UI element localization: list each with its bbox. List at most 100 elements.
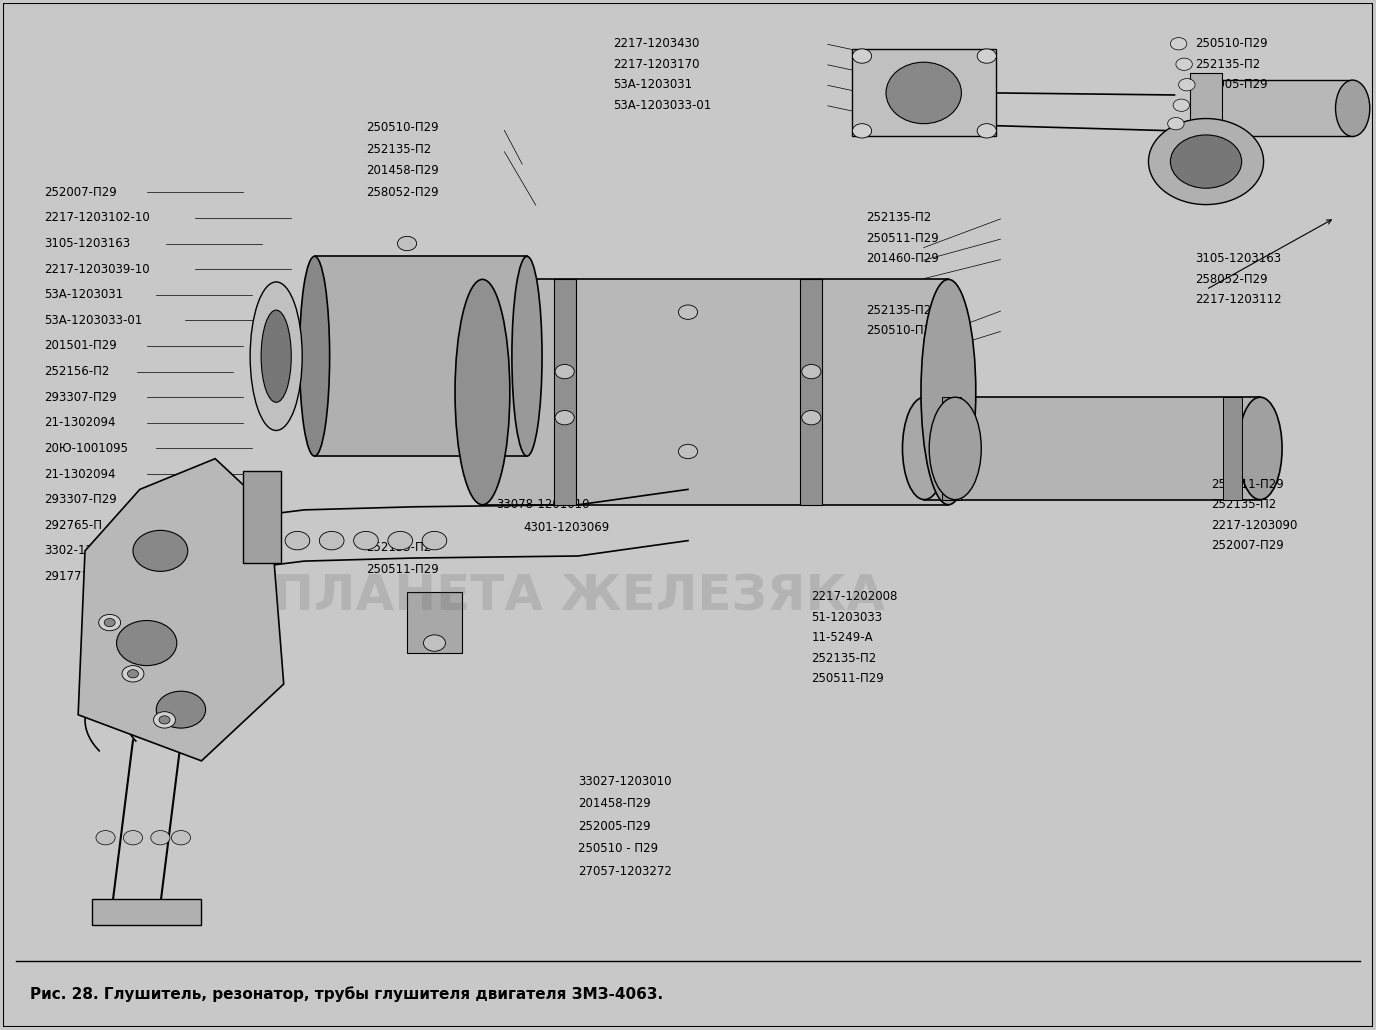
Ellipse shape [886, 62, 962, 124]
Circle shape [398, 236, 417, 250]
Circle shape [124, 830, 143, 845]
Text: 2217-1203102-10: 2217-1203102-10 [44, 211, 150, 225]
Text: 2217-1203170: 2217-1203170 [612, 58, 699, 71]
Text: 250510-П29: 250510-П29 [366, 122, 439, 134]
Bar [925, 398, 1260, 500]
Circle shape [133, 530, 187, 572]
Text: 252135-П2: 252135-П2 [866, 211, 932, 225]
Circle shape [1179, 78, 1196, 91]
Bar [1196, 79, 1353, 136]
Circle shape [388, 531, 413, 550]
Text: 250510 - П29: 250510 - П29 [578, 843, 659, 856]
Circle shape [853, 48, 871, 63]
Text: 201460-П29: 201460-П29 [866, 252, 938, 266]
Text: 293307-П29: 293307-П29 [44, 493, 117, 506]
Text: 33078-1201010: 33078-1201010 [497, 499, 590, 511]
Text: 4301-1203069: 4301-1203069 [523, 521, 610, 534]
Circle shape [105, 618, 116, 626]
Circle shape [160, 716, 171, 724]
Bar [483, 279, 948, 505]
Circle shape [117, 620, 178, 665]
Bar [553, 279, 575, 505]
Text: 21-1302094: 21-1302094 [44, 468, 116, 481]
Text: 250510-П29: 250510-П29 [866, 324, 938, 337]
Text: 53А-1203033-01: 53А-1203033-01 [612, 99, 711, 111]
Text: 252005-П29: 252005-П29 [1196, 78, 1267, 92]
Circle shape [802, 365, 821, 379]
Bar [1223, 398, 1243, 500]
Text: Рис. 28. Глушитель, резонатор, трубы глушителя двигателя ЗМЗ-4063.: Рис. 28. Глушитель, резонатор, трубы глу… [30, 986, 663, 1001]
Circle shape [122, 665, 144, 682]
Circle shape [151, 830, 171, 845]
Text: 252007-П29: 252007-П29 [44, 185, 117, 199]
Circle shape [319, 531, 344, 550]
Bar [407, 592, 462, 653]
Circle shape [1149, 118, 1263, 205]
Circle shape [977, 124, 996, 138]
Text: 252135-П2: 252135-П2 [866, 304, 932, 316]
Bar [242, 471, 281, 563]
Circle shape [802, 411, 821, 424]
Text: 2217-1203430: 2217-1203430 [612, 37, 699, 50]
Ellipse shape [300, 256, 330, 456]
Text: 250511-П29: 250511-П29 [366, 562, 439, 576]
Ellipse shape [903, 398, 947, 500]
Circle shape [1171, 38, 1187, 49]
Text: 250511-П29: 250511-П29 [812, 673, 885, 685]
Bar [943, 398, 962, 500]
Ellipse shape [921, 279, 976, 505]
Text: 2217-1203090: 2217-1203090 [1211, 519, 1298, 531]
Circle shape [678, 444, 698, 458]
Text: 2217-1203039-10: 2217-1203039-10 [44, 263, 150, 276]
Text: 252135-П2: 252135-П2 [812, 652, 877, 665]
Ellipse shape [929, 398, 981, 500]
Bar [1190, 73, 1222, 123]
Polygon shape [78, 458, 283, 761]
Text: 252007-П29: 252007-П29 [1211, 540, 1284, 552]
Bar [92, 899, 201, 925]
Circle shape [853, 124, 871, 138]
Text: 252135-П2: 252135-П2 [1196, 58, 1260, 71]
Text: 258052-П29: 258052-П29 [1196, 273, 1267, 286]
Ellipse shape [512, 256, 542, 456]
Text: 3105-1203163: 3105-1203163 [44, 237, 129, 250]
Circle shape [154, 712, 176, 728]
Text: 292765-П: 292765-П [44, 519, 102, 531]
Circle shape [1171, 135, 1241, 188]
Circle shape [1174, 99, 1190, 111]
Text: 252135-П2: 252135-П2 [1211, 499, 1277, 511]
Text: 53А-1203031: 53А-1203031 [44, 288, 122, 301]
Bar [801, 279, 823, 505]
Text: 3105-1203163: 3105-1203163 [1196, 252, 1281, 266]
Text: 250511-П29: 250511-П29 [866, 232, 938, 245]
Text: 252135-П2: 252135-П2 [366, 542, 431, 554]
Text: 291771-П5: 291771-П5 [44, 570, 109, 583]
Text: 252005-П29: 252005-П29 [578, 820, 651, 833]
Circle shape [678, 305, 698, 319]
Text: 250510-П29: 250510-П29 [1196, 37, 1267, 50]
Text: 252135-П2: 252135-П2 [366, 143, 431, 156]
Circle shape [96, 830, 116, 845]
Ellipse shape [1238, 398, 1282, 500]
Ellipse shape [1336, 80, 1369, 136]
Circle shape [1168, 117, 1185, 130]
Circle shape [128, 670, 139, 678]
Text: 201501-П29: 201501-П29 [44, 340, 117, 352]
Text: 11-5249-А: 11-5249-А [812, 631, 872, 645]
Text: ПЛАНЕТА ЖЕЛЕЗЯКА: ПЛАНЕТА ЖЕЛЕЗЯКА [272, 573, 885, 621]
Circle shape [157, 691, 205, 728]
Text: 53А-1203033-01: 53А-1203033-01 [44, 314, 142, 327]
Text: 252156-П2: 252156-П2 [44, 365, 109, 378]
Text: 53А-1203031: 53А-1203031 [612, 78, 692, 92]
Text: 293307-П29: 293307-П29 [44, 390, 117, 404]
Text: 2217-1203112: 2217-1203112 [1196, 294, 1281, 306]
Ellipse shape [455, 279, 510, 505]
Circle shape [99, 614, 121, 630]
Text: 33027-1203010: 33027-1203010 [578, 775, 671, 788]
Circle shape [977, 48, 996, 63]
Text: 27057-1203272: 27057-1203272 [578, 865, 673, 878]
Text: 20Ю-1001095: 20Ю-1001095 [44, 442, 128, 455]
Circle shape [1176, 58, 1193, 70]
Text: 258052-П29: 258052-П29 [366, 185, 439, 199]
Circle shape [422, 531, 447, 550]
